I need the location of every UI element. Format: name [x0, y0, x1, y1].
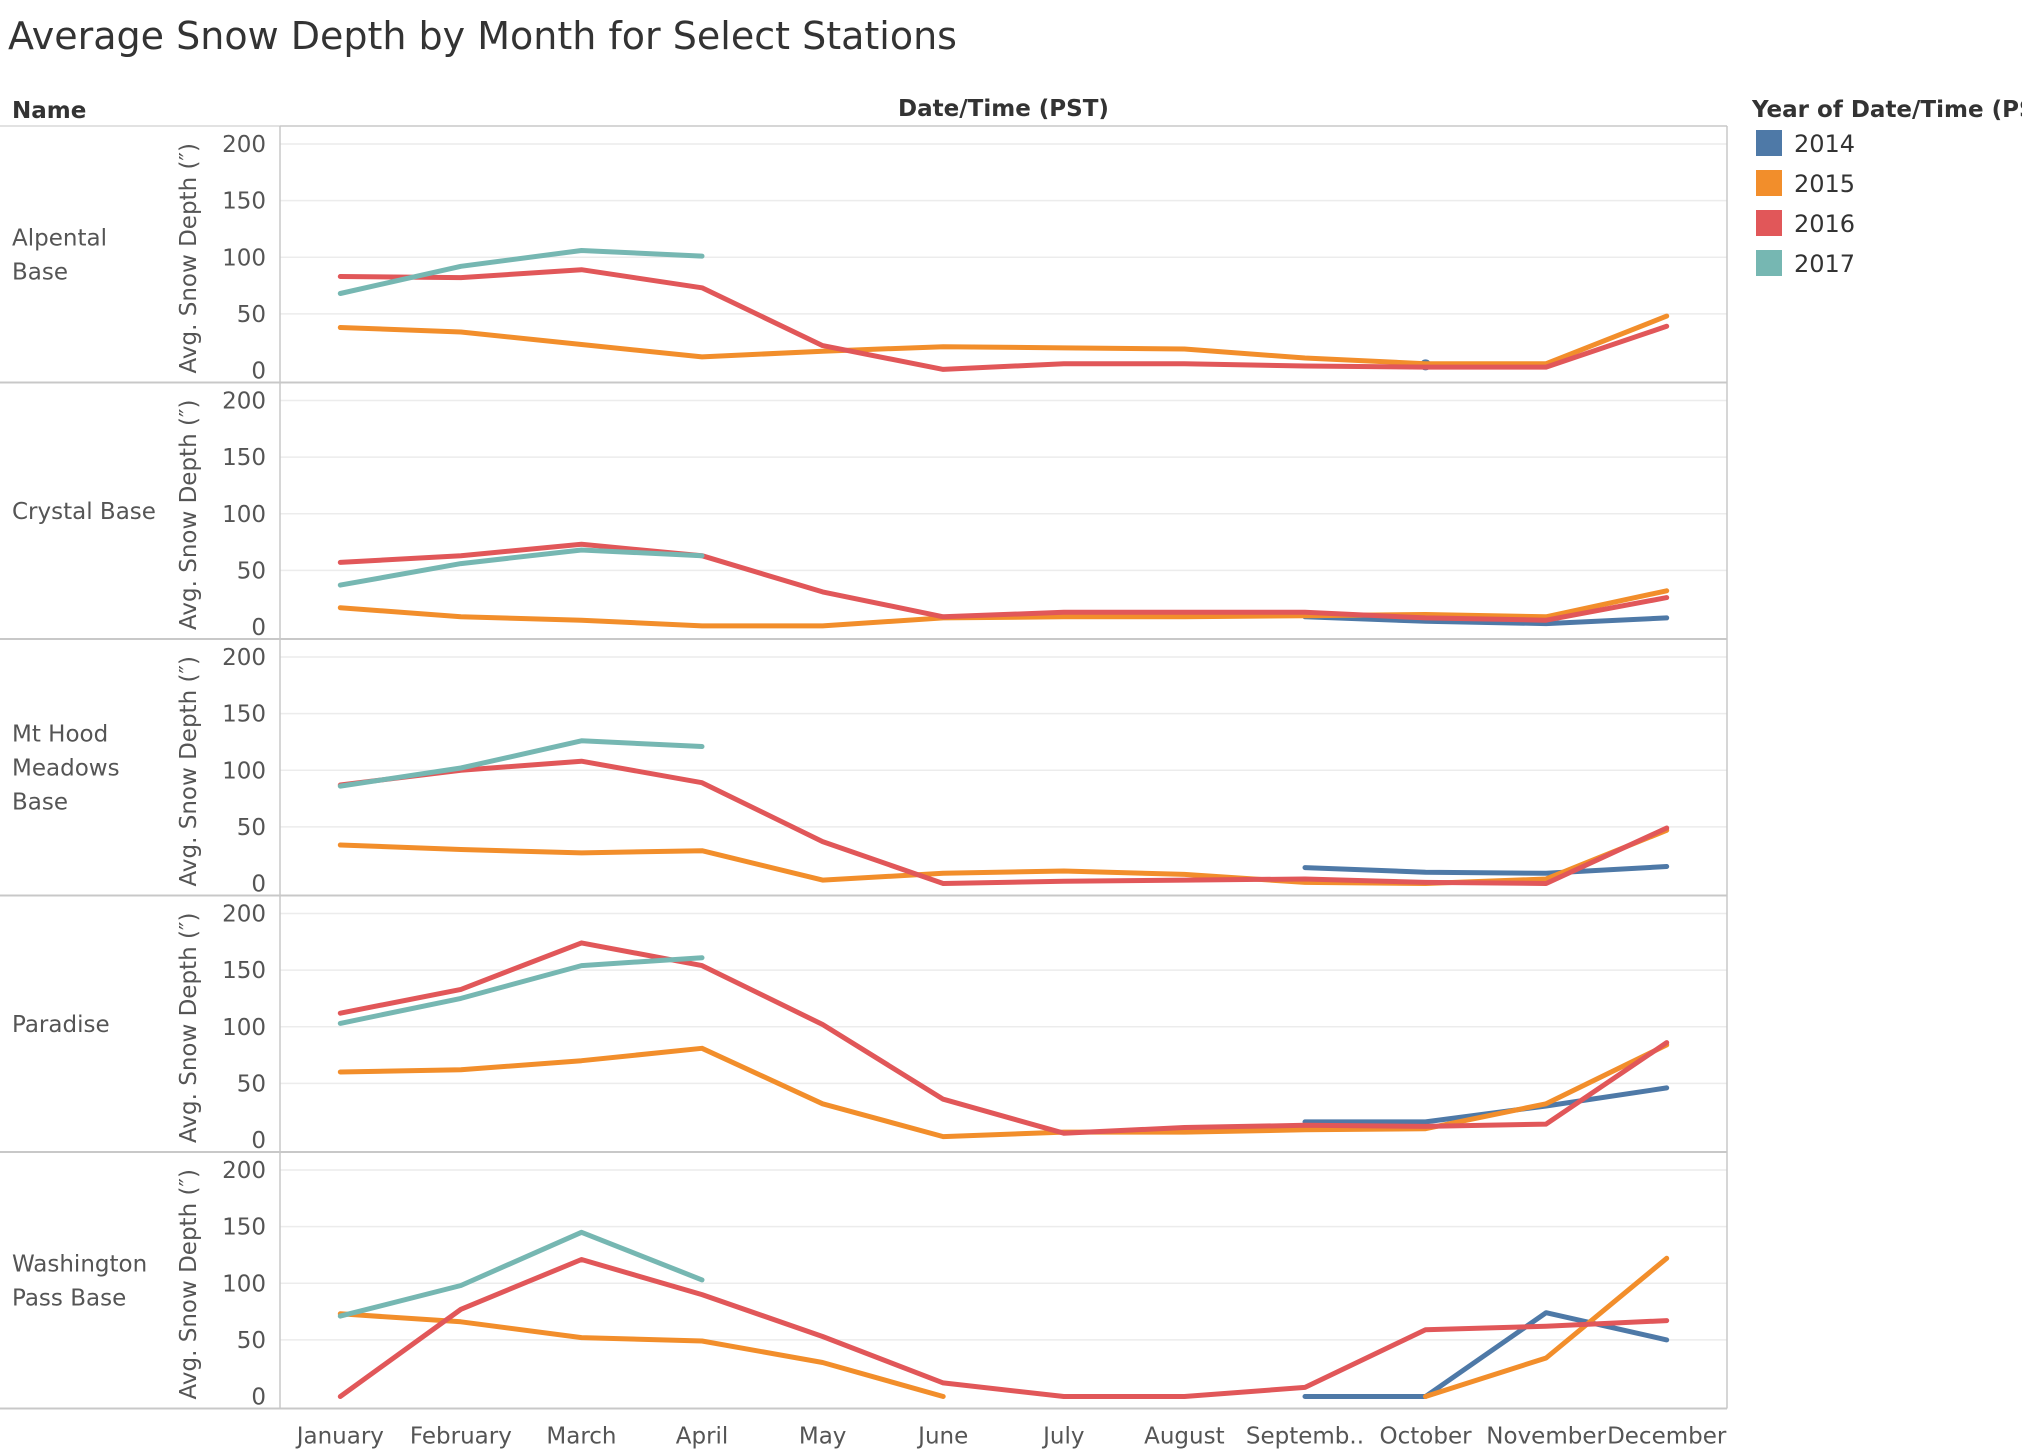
x-tick-label: Septemb.. [1246, 1424, 1364, 1450]
y-tick-label: 50 [237, 1328, 266, 1354]
station-name: Alpental [12, 225, 107, 251]
x-tick-label: July [1041, 1424, 1084, 1450]
y-tick-label: 200 [222, 645, 266, 671]
x-tick-label: April [676, 1424, 729, 1450]
series-line-2017 [337, 738, 705, 789]
y-tick-label: 50 [237, 302, 266, 328]
y-tick-label: 100 [222, 1015, 266, 1041]
series-line-2015 [337, 1311, 946, 1399]
y-tick-label: 200 [222, 132, 266, 158]
y-tick-label: 200 [222, 902, 266, 928]
y-tick-label: 0 [251, 359, 266, 385]
station-name: Mt Hood [12, 721, 108, 747]
y-tick-label: 150 [222, 958, 266, 984]
x-tick-label: August [1144, 1424, 1225, 1450]
y-tick-label: 100 [222, 758, 266, 784]
row-header: Name [12, 98, 86, 124]
x-tick-label: February [410, 1424, 512, 1450]
legend-swatch-2014 [1756, 130, 1782, 156]
y-tick-label: 100 [222, 1271, 266, 1297]
legend-swatch-2017 [1756, 250, 1782, 276]
legend-label-2014: 2014 [1794, 130, 1855, 158]
y-tick-label: 100 [222, 502, 266, 528]
y-tick-label: 200 [222, 1158, 266, 1184]
x-tick-label: June [916, 1424, 968, 1450]
series-line-2016 [337, 541, 1670, 623]
y-tick-label: 150 [222, 702, 266, 728]
column-header: Date/Time (PST) [898, 96, 1109, 122]
y-tick-label: 150 [222, 445, 266, 471]
series-line-2017 [337, 547, 705, 588]
station-name: Base [12, 259, 68, 285]
station-name: Pass Base [12, 1285, 126, 1311]
y-tick-label: 50 [237, 1071, 266, 1097]
station-name: Washington [12, 1251, 147, 1277]
y-tick-label: 200 [222, 389, 266, 415]
y-axis-label: Avg. Snow Depth (″) [176, 400, 202, 631]
y-axis-label: Avg. Snow Depth (″) [176, 1169, 202, 1400]
y-tick-label: 0 [251, 1385, 266, 1411]
y-axis-label: Avg. Snow Depth (″) [176, 656, 202, 887]
y-axis-label: Avg. Snow Depth (″) [176, 143, 202, 374]
series-line-2015 [337, 1042, 1670, 1140]
y-tick-label: 100 [222, 245, 266, 271]
series-line-2016 [337, 1257, 1670, 1399]
series-line-2014 [1302, 1310, 1670, 1399]
x-tick-label: October [1380, 1424, 1473, 1450]
y-tick-label: 150 [222, 1215, 266, 1241]
series-line-2015 [1423, 1255, 1670, 1399]
x-tick-label: November [1486, 1424, 1606, 1450]
legend-swatch-2015 [1756, 170, 1782, 196]
series-line-2015 [337, 827, 1670, 886]
legend-label-2016: 2016 [1794, 210, 1855, 238]
legend-title: Year of Date/Time (PST) [1751, 97, 2022, 123]
series-line-2017 [337, 955, 705, 1026]
y-tick-label: 50 [237, 558, 266, 584]
series-line-2016 [337, 267, 1670, 372]
y-tick-label: 0 [251, 1128, 266, 1154]
series-line-2015 [337, 588, 1670, 629]
legend-label-2017: 2017 [1794, 250, 1855, 278]
y-tick-label: 0 [251, 615, 266, 641]
legend-swatch-2016 [1756, 210, 1782, 236]
series-line-2014 [1302, 864, 1670, 876]
series-line-2017 [337, 248, 705, 296]
chart-title: Average Snow Depth by Month for Select S… [8, 14, 957, 58]
legend-label-2015: 2015 [1794, 170, 1855, 198]
x-tick-label: December [1607, 1424, 1727, 1450]
series-line-2015 [337, 313, 1670, 367]
station-name: Paradise [12, 1012, 110, 1038]
y-axis-label: Avg. Snow Depth (″) [176, 913, 202, 1144]
series-line-2016 [337, 758, 1670, 886]
y-tick-label: 0 [251, 872, 266, 898]
station-name: Meadows [12, 755, 120, 781]
x-tick-label: May [799, 1424, 847, 1450]
x-tick-label: March [546, 1424, 616, 1450]
series-line-2014 [1302, 614, 1670, 627]
series-line-2016 [337, 940, 1670, 1136]
y-tick-label: 150 [222, 189, 266, 215]
x-tick-label: January [295, 1424, 384, 1450]
y-tick-label: 50 [237, 815, 266, 841]
station-name: Base [12, 789, 68, 815]
station-name: Crystal Base [12, 499, 156, 525]
series-line-2017 [337, 1229, 705, 1319]
